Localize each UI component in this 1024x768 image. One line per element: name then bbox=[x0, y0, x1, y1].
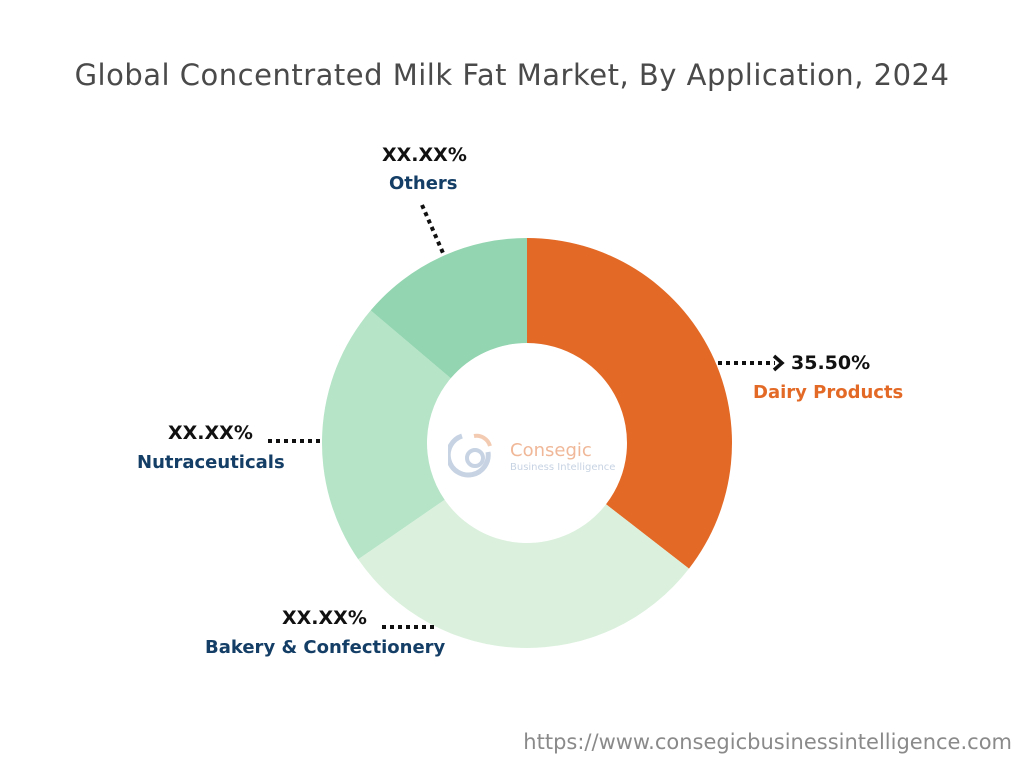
others-percent: XX.XX% bbox=[382, 144, 467, 166]
leader-others bbox=[420, 204, 445, 254]
bakery-percent: XX.XX% bbox=[282, 607, 367, 629]
slice-bakery-confectionery bbox=[358, 499, 689, 648]
nutraceuticals-label: Nutraceuticals bbox=[137, 452, 285, 473]
svg-text:Business Intelligence: Business Intelligence bbox=[510, 462, 615, 473]
arrowhead-icon bbox=[772, 354, 785, 372]
svg-text:Consegic: Consegic bbox=[510, 440, 592, 461]
slice-others bbox=[370, 238, 527, 379]
nutraceuticals-percent: XX.XX% bbox=[168, 422, 253, 444]
source-url[interactable]: https://www.consegicbusinessintelligence… bbox=[523, 730, 1012, 754]
consegic-logo: Consegic Business Intelligence bbox=[448, 428, 618, 484]
chart-title: Global Concentrated Milk Fat Market, By … bbox=[74, 58, 950, 92]
bakery-label: Bakery & Confectionery bbox=[205, 637, 446, 658]
slice-nutraceuticals bbox=[321, 310, 451, 560]
slice-dairy-products bbox=[527, 238, 732, 569]
dairy-percent: 35.50% bbox=[791, 352, 871, 374]
dairy-label: Dairy Products bbox=[753, 382, 904, 403]
others-label: Others bbox=[389, 173, 458, 194]
